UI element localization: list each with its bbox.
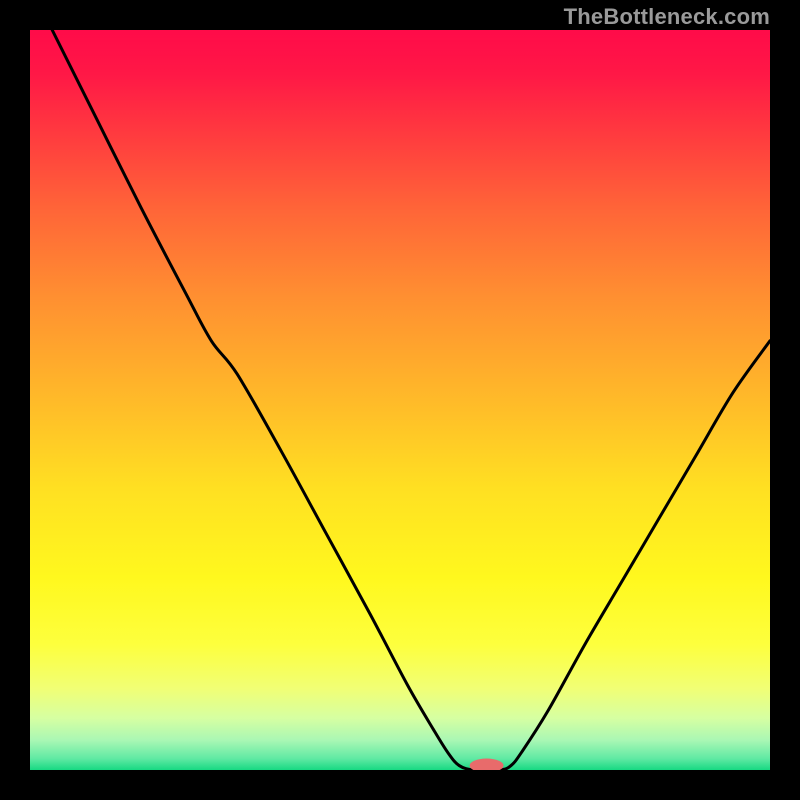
gradient-background [30, 30, 770, 770]
chart-frame: TheBottleneck.com [0, 0, 800, 800]
chart-svg [30, 30, 770, 770]
plot-area [30, 30, 770, 770]
watermark-text: TheBottleneck.com [564, 4, 770, 30]
